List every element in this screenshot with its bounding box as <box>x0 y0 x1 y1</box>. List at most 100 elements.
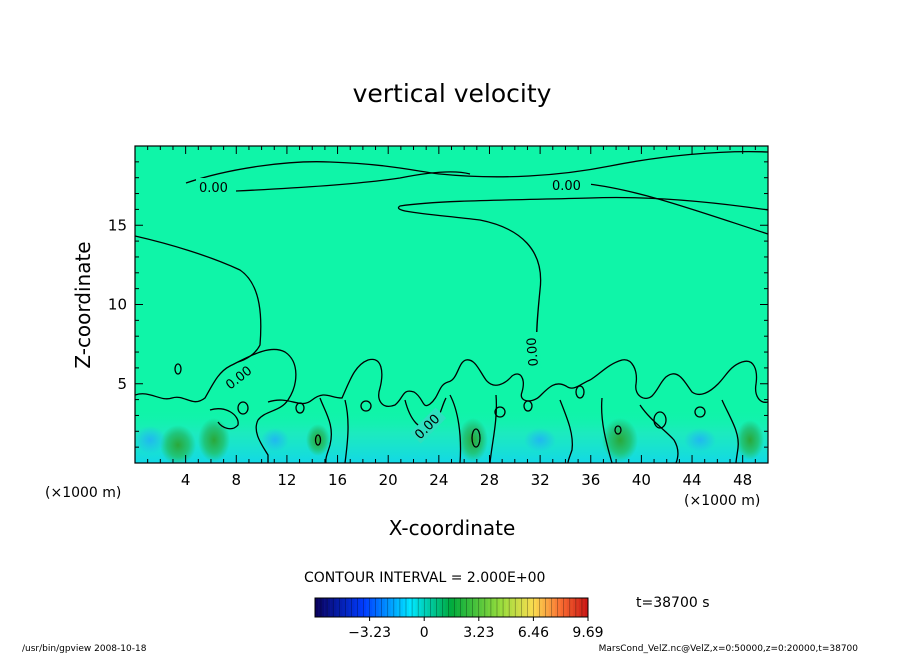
colorbar-cell <box>354 598 358 617</box>
colorbar-cell <box>521 598 525 617</box>
colorbar-cell <box>518 598 522 617</box>
colorbar-cell <box>533 598 537 617</box>
x-unit-right: (×1000 m) <box>684 493 760 509</box>
colorbar-cell <box>475 598 480 617</box>
x-tick-label: 20 <box>379 471 398 489</box>
contour-line <box>639 404 679 463</box>
x-tick-label: 36 <box>581 471 600 489</box>
time-label: t=38700 s <box>636 595 710 611</box>
colorbar-tick-label: 6.46 <box>518 625 549 641</box>
colorbar-cell <box>321 598 325 617</box>
colorbar-cell <box>563 598 568 617</box>
contour-line <box>449 394 462 463</box>
colorbar-cell <box>339 598 343 617</box>
contour-line <box>523 400 533 412</box>
contour-label-bg <box>221 359 259 394</box>
colorbar-cell <box>545 598 549 617</box>
y-tick-label: 15 <box>108 216 127 234</box>
colorbar-cell <box>572 598 577 617</box>
contour-line <box>653 411 667 429</box>
colorbar-cell <box>384 598 389 617</box>
colorbar-cell <box>424 598 428 617</box>
colorbar-cell <box>542 598 546 617</box>
colorbar-cell <box>439 598 443 617</box>
contour-line <box>267 358 768 407</box>
colorbar-cell <box>497 598 501 617</box>
colorbar-cell <box>375 598 379 617</box>
x-tick-label: 28 <box>480 471 499 489</box>
contour-line <box>209 408 239 430</box>
colorbar-cell <box>336 598 340 617</box>
contour-line <box>295 402 305 414</box>
contour-label-bg <box>549 176 591 192</box>
colorbar-cell <box>415 598 419 617</box>
colorbar-cell <box>396 598 401 617</box>
shade-spot <box>135 426 166 454</box>
colorbar-cell <box>381 598 386 617</box>
colorbar-cell <box>478 598 483 617</box>
colorbar-cell <box>581 598 586 617</box>
colorbar-cell <box>360 598 364 617</box>
contour-label-group: 0.00 0.00 0.00 0.00 0.00 <box>196 176 591 444</box>
colorbar-cell <box>484 598 489 617</box>
shade-spot <box>198 418 230 462</box>
colorbar-cell <box>515 598 519 617</box>
y-axis-title: Z-coordinate <box>71 241 95 368</box>
x-tick-label: 16 <box>328 471 347 489</box>
colorbar-cell <box>530 598 534 617</box>
contour-label: 0.00 <box>525 337 542 367</box>
colorbar-cell <box>548 598 552 617</box>
colorbar-cell <box>566 598 571 617</box>
colorbar-frame <box>314 597 589 618</box>
contour-line <box>397 196 768 346</box>
footer-right: MarsCond_VelZ.nc@VelZ,x=0:50000,z=0:2000… <box>599 644 859 654</box>
contour-label: 0.00 <box>199 181 228 196</box>
colorbar-cell <box>490 598 495 617</box>
colorbar-cell <box>333 598 337 617</box>
contour-label-bg <box>523 331 542 370</box>
contour-line <box>344 399 349 463</box>
contour-line <box>319 397 332 463</box>
contour-line <box>471 428 481 448</box>
colorbar-tick-label: 3.23 <box>463 625 494 641</box>
colorbar-cell <box>539 598 543 617</box>
colorbar-cell <box>554 598 558 617</box>
colorbar-cell <box>575 598 580 617</box>
colorbar-cell <box>451 598 455 617</box>
contour-line <box>614 425 622 435</box>
field-shading <box>135 408 768 463</box>
colorbar-cell <box>493 598 498 617</box>
colorbar-cell <box>487 598 492 617</box>
colorbar-cell <box>409 598 413 617</box>
contour-line <box>575 385 585 399</box>
colorbar-cell <box>430 598 434 617</box>
colorbar-cell <box>503 598 507 617</box>
shade-spot <box>261 428 289 452</box>
contour-line <box>235 171 471 192</box>
colorbar-cell <box>506 598 510 617</box>
colorbar-cell <box>445 598 449 617</box>
shade-spot <box>524 428 556 452</box>
y-tick-label: 5 <box>117 375 127 393</box>
colorbar-cell <box>393 598 398 617</box>
plot-area: 0.00 0.00 0.00 0.00 0.00 4 8 12 16 20 24 28 32 3… <box>108 145 769 489</box>
colorbar-cell <box>569 598 574 617</box>
colorbar-tick-label: 0 <box>420 625 429 641</box>
colorbar-cell <box>557 598 561 617</box>
colorbar-cell <box>412 598 416 617</box>
colorbar-cell <box>345 598 349 617</box>
colorbar-cell <box>527 598 531 617</box>
contour-label-rotated: 0.00 <box>523 331 542 370</box>
colorbar-tick-label: 9.69 <box>572 625 603 641</box>
x-unit-left: (×1000 m) <box>45 485 121 501</box>
colorbar-cell <box>427 598 431 617</box>
colorbar-cell <box>363 598 367 617</box>
colorbar-cell <box>442 598 446 617</box>
contour-line <box>174 363 182 375</box>
chart-title: vertical velocity <box>353 79 552 108</box>
colorbar-cell <box>551 598 555 617</box>
colorbar-ticks: −3.23 0 3.23 6.46 9.69 <box>348 617 604 641</box>
colorbar-cell <box>390 598 395 617</box>
colorbar-cell <box>348 598 352 617</box>
colorbar-cell <box>469 598 474 617</box>
